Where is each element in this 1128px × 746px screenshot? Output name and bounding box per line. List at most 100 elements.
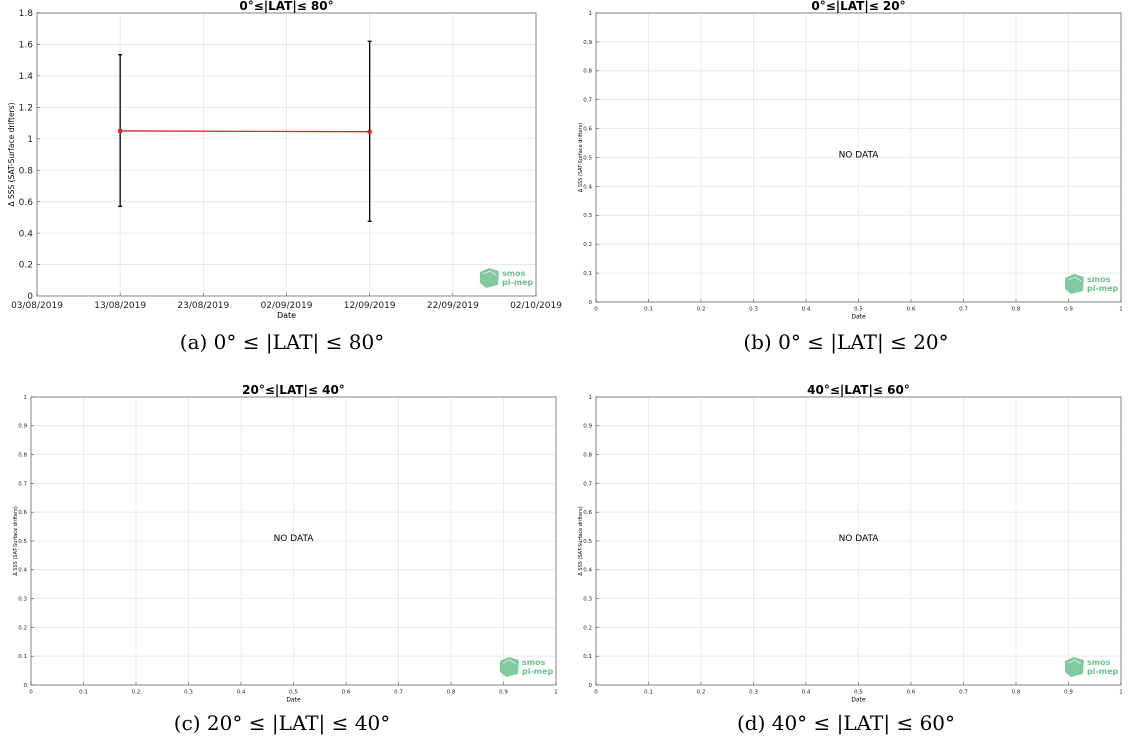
x-tick-label: 0.3 [749,307,758,313]
chart-svg: 03/08/2019 13/08/2019 23/08/2019 02/09/2019… [7,0,562,320]
y-tick-label: 0.3 [18,597,27,603]
y-tick-label: 0.8 [18,453,27,459]
x-tick-label: 0.3 [749,690,758,696]
y-tick-label: 0.1 [18,654,27,660]
plot-frame [36,12,537,297]
logo-icon-detail [502,659,517,665]
x-tick-label: 02/09/2019 [261,301,313,311]
logo-icon-detail [1067,276,1082,282]
y-tick-label: 0.7 [583,481,592,487]
x-tick-label: 22/09/2019 [427,301,479,311]
y-axis-label: Δ SSS (SAT-Surface drifters) [13,506,19,575]
y-axis-label: Δ SSS (SAT-Surface drifters) [578,506,584,575]
caption-b: (b) 0° ≤ |LAT| ≤ 20° [743,330,949,354]
logo-text-line2: pi-mep [1087,667,1119,676]
chart-title: 40°≤|LAT|≤ 60° [807,383,910,397]
x-tick-label: 0.8 [1012,307,1021,313]
y-tick-label: 0.2 [18,625,27,631]
y-tick-label: 0.7 [18,481,27,487]
plot-frame [30,396,557,686]
caption-c: (c) 20° ≤ |LAT| ≤ 40° [173,711,391,735]
y-tick-label: 0.9 [583,424,592,430]
caption-a: (a) 0° ≤ |LAT| ≤ 80° [179,330,385,354]
x-tick-label: 0.6 [907,690,916,696]
chart-panel-a: (a) 0° ≤ |LAT| ≤ 80° 03/08/2019 13/08/201… [0,0,564,373]
chart-title: 0°≤|LAT|≤ 20° [811,0,905,13]
y-tick-label: 0.6 [19,198,34,208]
y-tick-label: 0.5 [583,155,592,161]
y-axis-label: Δ SSS (SAT-Surface drifters) [7,102,16,206]
y-tick-label: 1 [589,395,593,401]
y-tick-label: 0.3 [583,213,592,219]
data-point [367,129,372,134]
x-tick-label: 0 [29,690,33,696]
y-tick-label: 0.6 [583,127,592,133]
logo-text-line1: smos [502,269,526,278]
x-tick-label: 0.2 [132,690,141,696]
x-tick-label: 0.5 [854,690,863,696]
x-tick-label: 03/08/2019 [11,301,63,311]
x-tick-label: 0.8 [447,690,456,696]
chart-panel-d: (d) 40° ≤ |LAT| ≤ 60° 0 0.1 0.2 0.3 0.4 0.5 0.… [564,373,1128,746]
y-tick-label: 1 [589,11,593,17]
y-tick-label: 1 [24,395,28,401]
x-tick-label: 0.6 [342,690,351,696]
logo-text-line1: smos [1087,658,1111,667]
y-tick-label: 0.4 [583,568,592,574]
y-tick-label: 0.8 [583,453,592,459]
x-tick-label: 13/08/2019 [94,301,146,311]
x-tick-label: 0.8 [1012,690,1021,696]
x-tick-label: 0.4 [237,690,246,696]
y-tick-label: 0 [24,683,28,689]
y-tick-label: 1.8 [19,9,34,19]
no-data-annotation: NO DATA [839,151,880,161]
logo-text-line1: smos [1087,275,1111,284]
x-axis-label: Date [277,311,296,320]
y-tick-label: 1.6 [19,41,34,51]
x-tick-label: 12/09/2019 [344,301,396,311]
logo-text-line2: pi-mep [502,278,534,287]
chart-panel-b: (b) 0° ≤ |LAT| ≤ 20° 0 0.1 0.2 0.3 0.4 0.5 0.6… [564,0,1128,373]
x-tick-label: 0.6 [907,307,916,313]
y-tick-label: 0.8 [583,69,592,75]
chart-svg: 0 0.1 0.2 0.3 0.4 0.5 0.6 0.7 0.8 0.9 1 0 0.1 0.2 0.3 0… [578,383,1123,704]
y-tick-label: 0.2 [583,242,592,248]
chart-title: 0°≤|LAT|≤ 80° [239,0,333,13]
data-point [118,128,123,133]
x-tick-label: 0.2 [697,690,706,696]
y-tick-label: 0 [589,683,593,689]
x-tick-label: 1 [1119,690,1123,696]
x-tick-label: 1 [554,690,558,696]
chart-svg: 0 0.1 0.2 0.3 0.4 0.5 0.6 0.7 0.8 0.9 1 0 0.1 0.2 0.3 0… [13,383,558,704]
x-tick-label: 0.5 [854,307,863,313]
x-tick-label: 0.7 [959,307,968,313]
caption-d: (d) 40° ≤ |LAT| ≤ 60° [736,711,956,735]
x-tick-label: 0.9 [1064,307,1073,313]
y-tick-label: 0.4 [19,229,34,239]
x-tick-label: 0.1 [644,690,653,696]
x-tick-label: 0.2 [697,307,706,313]
x-tick-label: 02/10/2019 [510,301,562,311]
y-tick-label: 0.7 [583,98,592,104]
y-tick-label: 1 [27,135,33,145]
y-tick-label: 0.4 [18,568,27,574]
x-tick-label: 0.9 [499,690,508,696]
x-tick-label: 0.5 [289,690,298,696]
y-tick-label: 0.4 [583,184,592,190]
no-data-annotation: NO DATA [839,534,880,544]
y-tick-label: 0.9 [583,40,592,46]
x-tick-label: 0.1 [644,307,653,313]
y-tick-label: 1.2 [19,103,33,113]
x-tick-label: 0 [594,690,598,696]
logo-icon-detail [1067,659,1082,665]
x-tick-label: 0 [594,307,598,313]
logo-text-line1: smos [522,658,546,667]
x-axis-label: Date [851,314,866,321]
x-tick-label: 0.7 [959,690,968,696]
y-tick-label: 0.2 [583,625,592,631]
y-tick-label: 0.1 [583,654,592,660]
x-tick-label: 0.7 [394,690,403,696]
